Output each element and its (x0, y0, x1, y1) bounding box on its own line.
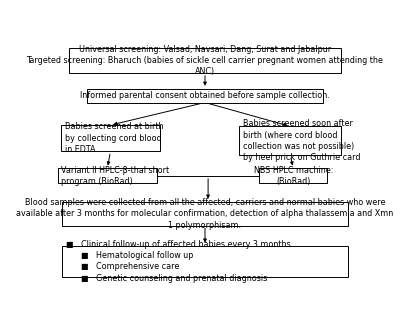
FancyBboxPatch shape (87, 89, 323, 102)
Text: NBS HPLC machine:
(BioRad): NBS HPLC machine: (BioRad) (254, 166, 333, 186)
FancyBboxPatch shape (69, 48, 341, 73)
Text: Blood samples were collected from all the affected, carriers and normal babies w: Blood samples were collected from all th… (16, 198, 394, 230)
Text: Universal screening: Valsad, Navsari, Dang, Surat and Jabalpur
Targeted screenin: Universal screening: Valsad, Navsari, Da… (26, 45, 384, 76)
Text: ■   Clinical follow-up of affected babies every 3 months
      ■   Hematological: ■ Clinical follow-up of affected babies … (66, 240, 291, 283)
FancyBboxPatch shape (259, 169, 328, 184)
FancyBboxPatch shape (62, 245, 348, 277)
Text: Informed parental consent obtained before sample collection.: Informed parental consent obtained befor… (80, 91, 330, 100)
FancyBboxPatch shape (239, 126, 341, 155)
FancyBboxPatch shape (61, 125, 160, 152)
Text: Babies screened at birth
by collecting cord blood
in EDTA: Babies screened at birth by collecting c… (64, 122, 163, 154)
FancyBboxPatch shape (58, 169, 157, 184)
Text: Babies screened soon after
birth (where cord blood
collection was not possible)
: Babies screened soon after birth (where … (243, 119, 360, 162)
FancyBboxPatch shape (62, 202, 348, 226)
Text: Variant II HPLC-β-thal short
program (BioRad): Variant II HPLC-β-thal short program (Bi… (62, 166, 170, 186)
